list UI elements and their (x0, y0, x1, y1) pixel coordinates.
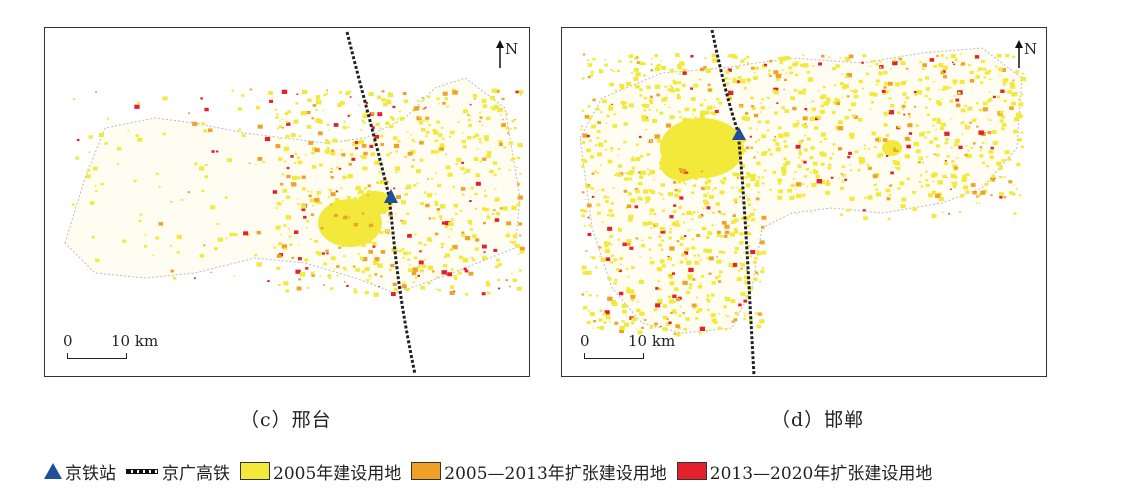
swatch-orange (411, 462, 442, 480)
railway-line (710, 29, 756, 376)
scale-line (67, 353, 127, 359)
north-arrow: N (1014, 40, 1037, 68)
handan-map (579, 29, 1027, 376)
legend-land-2013-2020: 2013—2020年扩张建设用地 (676, 459, 933, 484)
scale-ten: 10 km (628, 332, 676, 350)
swatch-yellow (240, 462, 270, 480)
north-label: N (505, 40, 519, 58)
north-label: N (1024, 40, 1038, 58)
north-arrow: N (495, 40, 518, 68)
legend-land-2005-2013: 2005—2013年扩张建设用地 (411, 459, 667, 484)
north-arrow-icon (1014, 40, 1024, 68)
scale-line (584, 353, 644, 359)
station-marker (732, 127, 746, 140)
caption-handan: （d）邯郸 (771, 409, 865, 431)
caption-xingtai: （c）邢台 (240, 409, 332, 431)
north-arrow-icon (495, 40, 505, 68)
legend-station-label: 京铁站 (65, 463, 116, 484)
legend-land-2013-2020-label: 2013—2020年扩张建设用地 (709, 463, 933, 484)
legend-land-2005: 2005年建设用地 (240, 459, 401, 484)
dashed-rail-icon (126, 468, 158, 474)
legend-railway: 京广高铁 (126, 459, 230, 484)
scale-bar: 0 10 km (576, 332, 696, 360)
xingtai-map (64, 31, 525, 375)
railway-line (345, 31, 417, 375)
station-marker (384, 189, 398, 203)
legend-land-2005-2013-label: 2005—2013年扩张建设用地 (444, 463, 667, 484)
map-panel-handan: N 0 10 km (561, 27, 1047, 377)
legend-station: 京铁站 (44, 459, 116, 484)
triangle-icon (44, 463, 62, 479)
scale-zero: 0 (580, 332, 590, 350)
legend: 京铁站 京广高铁 2005年建设用地 2005—2013年扩张建设用地 2013… (44, 458, 942, 484)
scale-bar: 0 10 km (59, 332, 179, 360)
legend-land-2005-label: 2005年建设用地 (273, 463, 402, 484)
legend-railway-label: 京广高铁 (162, 463, 230, 484)
map-panel-xingtai: N 0 10 km (44, 27, 530, 377)
swatch-red (676, 462, 707, 480)
scale-zero: 0 (63, 332, 73, 350)
scale-ten: 10 km (111, 332, 159, 350)
